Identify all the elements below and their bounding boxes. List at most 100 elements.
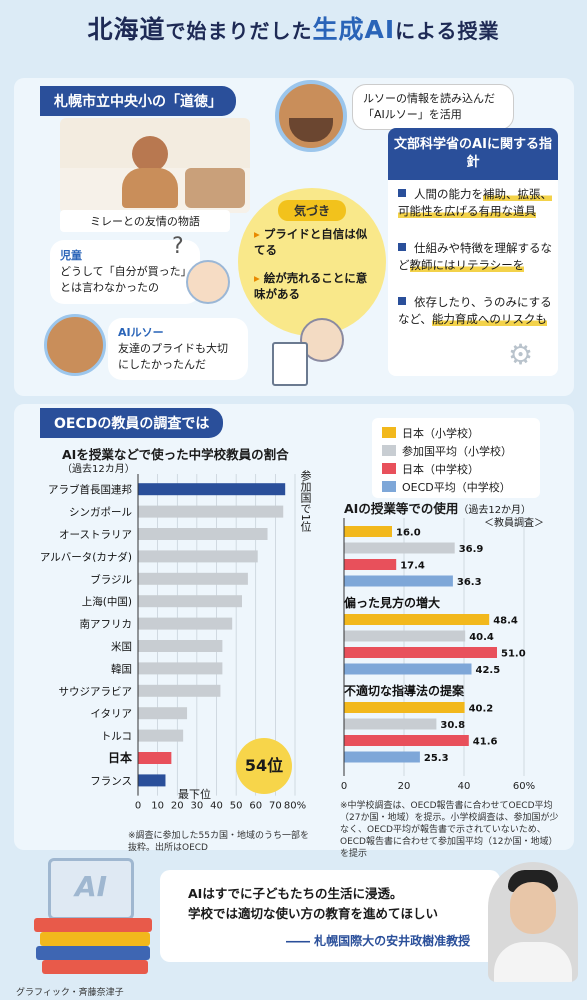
group-title: 不適切な指導法の提案 [344, 683, 465, 698]
bar [344, 526, 392, 537]
bullet-icon [398, 243, 406, 251]
data-label: 17.4 [400, 561, 425, 572]
x-tick-label: 50 [230, 801, 243, 810]
child-bubble: 児童 どうして「自分が買った」とは言わなかったの [50, 240, 200, 304]
kizuki-item-2: ▸ 絵が売れることに意味がある [254, 271, 368, 301]
x-tick-label: 70 [269, 801, 282, 810]
section1-bar: 札幌市立中央小の「道徳」 [40, 86, 236, 116]
category-label: オーストラリア [59, 529, 132, 541]
x-tick-label: 30 [191, 801, 204, 810]
bar [138, 550, 258, 563]
right-chart-title: AIの授業等での使用（過去12か月） [344, 501, 532, 516]
legend-item: 日本（中学校） [382, 461, 479, 477]
bar [138, 572, 248, 585]
bar [344, 718, 437, 730]
bar [138, 662, 223, 675]
quote-box [160, 870, 500, 962]
legend-swatch [382, 463, 396, 474]
bar [138, 684, 221, 697]
child-text: どうして「自分が買った」とは言わなかったの [60, 265, 187, 294]
tablet-icon [272, 342, 308, 386]
x-tick-label: 20 [398, 781, 411, 792]
x-tick-label: 0 [135, 801, 141, 810]
rousseau-avatar [44, 314, 106, 376]
x-tick-label: 60 [249, 801, 262, 810]
legend-swatch [382, 427, 396, 438]
bar [138, 752, 172, 764]
legend-label: 日本（中学校） [402, 463, 479, 476]
legend-label: 日本（小学校） [402, 427, 479, 440]
legend-item: OECD平均（中学校） [382, 479, 511, 495]
left-footnote: ※調査に参加した55カ国・地域のうち一部を抜粋。出所はOECD [128, 831, 309, 853]
data-label: 30.8 [440, 720, 465, 731]
legend-swatch [382, 481, 396, 492]
data-label: 36.9 [459, 544, 484, 555]
bar [138, 729, 184, 742]
bar [138, 528, 268, 540]
bar [138, 483, 286, 496]
bar [344, 751, 420, 763]
category-label: アラブ首長国連邦 [48, 483, 132, 496]
question-icon: ? [172, 234, 184, 259]
section2-bar: OECDの教員の調査では [40, 408, 224, 438]
books-illustration [34, 918, 152, 980]
legend-label: 参加国平均（小学校） [402, 445, 512, 458]
category-label: サウジアラビア [59, 686, 133, 698]
left-chart-title: AIを授業などで使った中学校教員の割合 [62, 447, 289, 462]
x-tick-label: 20 [171, 801, 184, 810]
left-chart-subtitle: （過去12カ月） [62, 464, 135, 475]
category-label: イタリア [90, 708, 132, 720]
data-label: 25.3 [424, 753, 449, 764]
x-tick-label: 10 [151, 801, 164, 810]
category-label: シンガポール [69, 507, 132, 519]
bottom-note: 最下位 [178, 788, 211, 801]
category-label: 韓国 [111, 663, 132, 675]
category-label: トルコ [101, 731, 132, 743]
credit: グラフィック・斉藤奈津子 [16, 988, 124, 998]
legend-swatch [382, 445, 396, 456]
guideline-head: 文部科学省のAIに関する指針 [388, 128, 558, 180]
guideline-item-3: 依存したり、うのみにするなど、能力育成へのリスクも [398, 295, 552, 326]
guideline-item-2: 仕組みや特徴を理解するなど教師にはリテラシーを [398, 241, 552, 272]
triangle-icon: ▸ [254, 271, 260, 285]
bar [344, 735, 469, 746]
data-label: 16.0 [396, 528, 421, 539]
legend-box: 日本（小学校） 参加国平均（小学校） 日本（中学校） OECD平均（中学校） [372, 418, 540, 498]
title-part3: 生成AI [312, 15, 396, 44]
gear-icon: ⚙ [508, 338, 534, 371]
bar [138, 707, 188, 720]
data-label: 48.4 [493, 616, 518, 627]
title-part2: で始まりだした [165, 19, 313, 43]
right-footnote: ※中学校調査は、OECD報告書に合わせてOECD平均（27か国・地域）を提示。小… [340, 801, 559, 859]
ai-reply-bubble: AIルソー 友達のプライドも大切にしたかったんだ [108, 318, 248, 380]
ai-rousseau-portrait [275, 80, 347, 152]
professor-photo [488, 862, 578, 982]
kizuki-item-1: ▸ プライドと自信は似てる [254, 227, 368, 257]
x-tick-label: 60% [513, 781, 535, 792]
category-label: 上海(中国) [82, 595, 132, 608]
data-label: 40.4 [469, 632, 494, 643]
bar [344, 663, 472, 675]
category-label: 米国 [111, 640, 132, 653]
bar [138, 774, 166, 787]
group-title: 偏った見方の増大 [344, 595, 440, 610]
ai-label: AIルソー [118, 326, 164, 339]
bar [344, 702, 465, 713]
bar [138, 640, 223, 652]
quote-line-2: 学校では適切な使い方の教育を進めてほしい [188, 906, 439, 921]
survey-note: ＜教員調査＞ [484, 518, 544, 529]
x-tick-label: 40 [458, 781, 471, 792]
data-label: 40.2 [469, 704, 494, 715]
bar [344, 575, 453, 587]
category-label: フランス [90, 775, 132, 787]
bullet-icon [398, 297, 406, 305]
data-label: 42.5 [476, 665, 501, 676]
category-label: 南アフリカ [80, 618, 133, 631]
bar [138, 617, 233, 630]
legend-item: 参加国平均（小学校） [382, 443, 512, 459]
story-illustration [60, 118, 250, 213]
bar [344, 630, 466, 642]
legend-label: OECD平均（中学校） [402, 481, 511, 494]
story-label: ミレーとの友情の物語 [60, 210, 230, 232]
data-label: 41.6 [473, 737, 498, 748]
